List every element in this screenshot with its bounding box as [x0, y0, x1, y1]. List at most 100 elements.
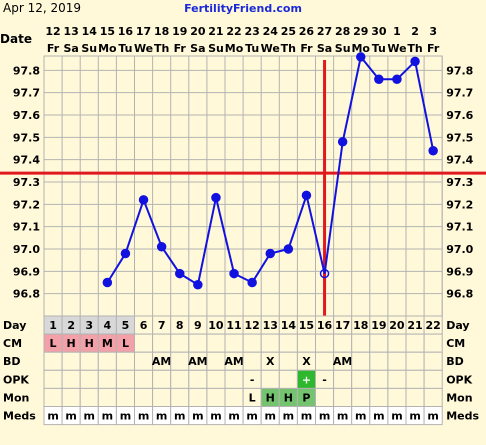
site-name: FertilityFriend.com: [184, 2, 302, 15]
date-label: 24: [263, 25, 279, 38]
y-tick-label: 97.4: [13, 154, 40, 167]
meds-value: m: [319, 410, 330, 423]
y-tick-label: 97.6: [446, 109, 473, 122]
bd-cell: [79, 351, 99, 371]
cm-value: M: [102, 337, 113, 350]
meds-value: m: [355, 410, 366, 423]
meds-value: m: [301, 410, 312, 423]
date-label: 1: [393, 25, 401, 38]
mon-cell: [387, 387, 407, 407]
bd-cell: [43, 351, 63, 371]
mon-cell: [79, 387, 99, 407]
opk-cell: [152, 369, 172, 389]
meds-value: m: [228, 410, 239, 423]
cm-cell: [423, 333, 443, 353]
opk-cell: [423, 369, 443, 389]
date-label: 17: [136, 25, 151, 38]
date-label: 30: [371, 25, 387, 38]
weekday-label: Sa: [63, 42, 78, 55]
meds-value: m: [409, 410, 420, 423]
mon-cell: [351, 387, 371, 407]
cm-cell: [369, 333, 389, 353]
day-value: 10: [208, 319, 224, 332]
mon-cell: [188, 387, 208, 407]
y-tick-label: 97.5: [13, 131, 40, 144]
mon-cell: [369, 387, 389, 407]
opk-value: +: [302, 373, 311, 386]
opk-row-label-right: OPK: [446, 373, 472, 386]
opk-cell: [351, 369, 371, 389]
opk-cell: [134, 369, 154, 389]
meds-value: m: [65, 410, 76, 423]
date-label: 16: [118, 25, 134, 38]
temperature-point: [193, 279, 203, 290]
cm-value: H: [85, 337, 94, 350]
bd-cell: [387, 351, 407, 371]
meds-value: m: [210, 410, 221, 423]
opk-cell: [97, 369, 117, 389]
date-label: 28: [335, 25, 350, 38]
mon-value: H: [266, 391, 275, 404]
date-label: 26: [299, 25, 315, 38]
y-tick-label: 97.2: [13, 198, 40, 211]
date-label: 13: [63, 25, 78, 38]
day-value: 5: [122, 319, 130, 332]
y-tick-label: 97.3: [13, 176, 40, 189]
opk-value: -: [322, 373, 327, 386]
day-value: 14: [281, 319, 297, 332]
cm-row-label-right: CM: [446, 337, 465, 350]
temperature-point: [247, 277, 257, 288]
y-tick-label: 96.8: [13, 288, 40, 301]
date-label: 22: [226, 25, 241, 38]
weekday-labels: Fr Sa Su Mo Tu We Th Fr Sa Su Mo Tu We Th Fr Sa Su Mo Tu We…: [47, 42, 440, 55]
meds-value: m: [192, 410, 203, 423]
opk-cell: [43, 369, 63, 389]
cm-cell: [242, 333, 262, 353]
y-tick-label: 97.8: [13, 64, 40, 77]
day-value: 19: [371, 319, 386, 332]
mon-cell: [115, 387, 136, 407]
date-label: 25: [281, 25, 296, 38]
meds-value: m: [373, 410, 384, 423]
date-labels: 12 13 14 15 16 17 18 19 20 21 22 23 24 25 26 27 28 29 30 1 2…: [45, 25, 437, 38]
temperature-point: [229, 268, 239, 279]
weekday-label: Su: [335, 42, 351, 55]
y-tick-label: 97.5: [446, 131, 473, 144]
opk-cell: [260, 369, 280, 389]
meds-value: m: [337, 410, 348, 423]
bd-cell: [97, 351, 117, 371]
cm-cell: [405, 333, 425, 353]
y-tick-label: 96.9: [446, 265, 473, 278]
mon-cell: [405, 387, 425, 407]
cm-cell: [152, 333, 172, 353]
weekday-label: Tu: [245, 42, 259, 55]
weekday-label: Fr: [427, 42, 440, 55]
weekday-label: Fr: [300, 42, 313, 55]
bd-cell: [278, 351, 298, 371]
mon-cell: [97, 387, 117, 407]
opk-cell: [369, 369, 389, 389]
bd-row-label-right: BD: [446, 355, 464, 368]
day-value: 2: [67, 319, 75, 332]
y-tick-label: 97.1: [446, 221, 473, 234]
date-label: 14: [82, 25, 98, 38]
bd-value: X: [302, 355, 311, 368]
temperature-point: [138, 195, 149, 205]
temperature-point: [175, 268, 185, 279]
y-tick-label: 97.8: [446, 64, 473, 77]
day-value: 15: [299, 319, 314, 332]
bd-cell: [242, 351, 262, 371]
weekday-label: Tu: [372, 42, 386, 55]
date-label: 23: [244, 25, 259, 38]
temperature-point: [428, 145, 438, 156]
cm-value: H: [67, 337, 76, 350]
day-value: 4: [104, 319, 112, 332]
y-tick-label: 97.7: [13, 87, 40, 100]
opk-cell: [278, 369, 298, 389]
opk-value: -: [250, 373, 255, 386]
weekday-label: Fr: [47, 42, 60, 55]
bd-cell: [206, 351, 226, 371]
date-row-label: Date: [0, 32, 32, 46]
cm-value: L: [122, 337, 129, 350]
